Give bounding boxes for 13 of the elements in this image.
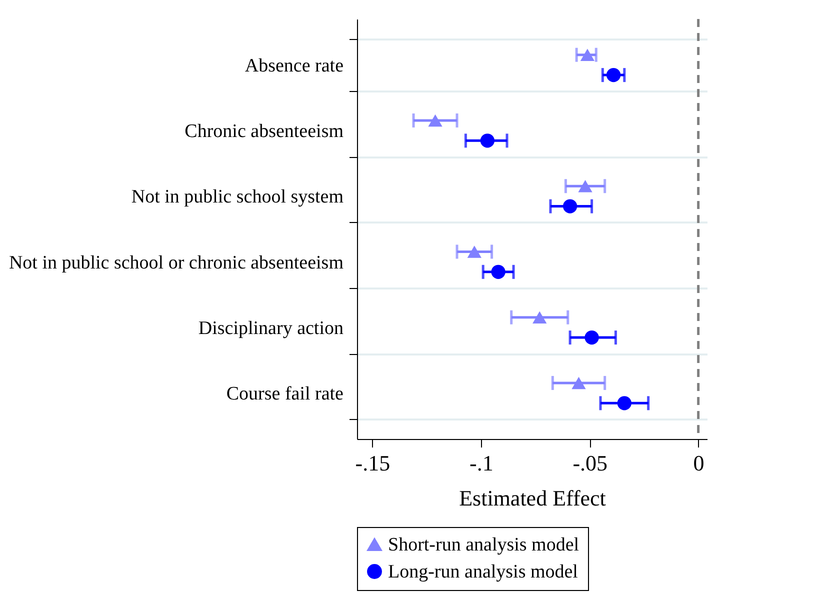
y-tick-label: Not in public school system [131,186,344,208]
y-tick-label: Disciplinary action [198,318,344,339]
x-axis-title: Estimated Effect [459,486,606,510]
y-tick-label: Course fail rate [226,384,344,405]
legend-label: Long-run analysis model [388,562,578,582]
legend-label: Short-run analysis model [388,534,580,556]
x-tick-label: -.15 [355,450,390,476]
y-tick-label: Not in public school or chronic absenteeism [8,252,344,274]
x-tick-label: 0 [693,450,704,476]
y-tick-label: Absence rate [244,55,344,76]
x-tick-label: -.05 [572,450,608,476]
x-tick-label: -.1 [470,450,494,476]
y-tick-label: Chronic absenteeism [184,121,344,142]
